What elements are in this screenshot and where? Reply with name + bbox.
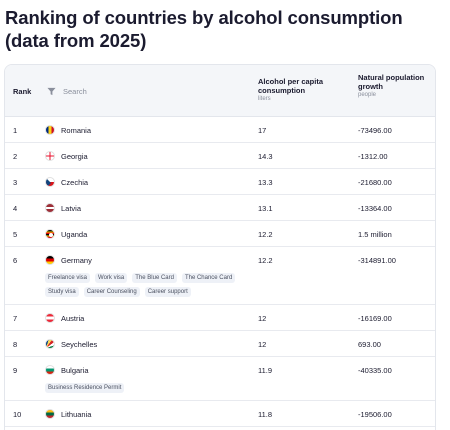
country-name: Germany — [61, 255, 92, 265]
country-cell[interactable]: Germany — [45, 255, 92, 265]
georgia-flag-icon — [45, 151, 55, 161]
country-name: Bulgaria — [61, 365, 89, 375]
alcohol-cell: 12 — [258, 314, 267, 323]
country-name: Romania — [61, 125, 92, 135]
table-header: Rank Alcohol per capita consumption lite… — [5, 65, 435, 117]
rank-cell: 10 — [13, 410, 22, 419]
germany-flag-icon — [45, 255, 55, 265]
growth-cell: -13364.00 — [358, 204, 392, 213]
visa-tags: Freelance visa Work visa The Blue Card T… — [45, 273, 255, 297]
country-cell[interactable]: Bulgaria — [45, 365, 89, 375]
tag-freelance-visa[interactable]: Freelance visa — [45, 273, 91, 283]
growth-header-label: Natural population growth — [358, 73, 425, 91]
alcohol-header-unit: liters — [258, 96, 271, 102]
austria-flag-icon — [45, 313, 55, 323]
growth-header[interactable]: Natural population growth people — [358, 73, 428, 99]
alcohol-cell: 12.2 — [258, 256, 273, 265]
alcohol-cell: 13.1 — [258, 204, 273, 213]
rank-cell: 2 — [13, 152, 18, 161]
czechia-flag-icon — [45, 177, 55, 187]
table-row[interactable]: 5 Uganda 12.2 1.5 million — [5, 221, 435, 247]
tag-work-visa[interactable]: Work visa — [95, 273, 128, 283]
country-name: Latvia — [61, 203, 82, 213]
country-name: Czechia — [61, 177, 89, 187]
country-name: Georgia — [61, 151, 88, 161]
rank-cell: 7 — [13, 314, 18, 323]
rank-cell: 3 — [13, 178, 18, 187]
country-name: Seychelles — [61, 339, 98, 349]
country-cell[interactable]: Austria — [45, 313, 84, 323]
alcohol-cell: 12.2 — [258, 230, 273, 239]
country-name: Austria — [61, 313, 85, 323]
alcohol-cell: 11.8 — [258, 410, 273, 419]
alcohol-header[interactable]: Alcohol per capita consumption liters — [258, 77, 348, 103]
alcohol-cell: 12 — [258, 340, 267, 349]
rank-header[interactable]: Rank — [13, 87, 32, 96]
country-cell[interactable]: Lithuania — [45, 409, 91, 419]
latvia-flag-icon — [45, 203, 55, 213]
growth-header-unit: people — [358, 92, 377, 98]
alcohol-cell: 14.3 — [258, 152, 273, 161]
tag-blue-card[interactable]: The Blue Card — [132, 273, 177, 283]
lithuania-flag-icon — [45, 409, 55, 419]
rank-cell: 1 — [13, 126, 18, 135]
alcohol-cell: 11.9 — [258, 366, 273, 375]
rank-cell: 4 — [13, 204, 18, 213]
growth-cell: -21680.00 — [358, 178, 392, 187]
country-cell[interactable]: Georgia — [45, 151, 88, 161]
table-row[interactable]: 3 Czechia 13.3 -21680.00 — [5, 169, 435, 195]
table-row[interactable]: 4 Latvia 13.1 -13364.00 — [5, 195, 435, 221]
rank-cell: 5 — [13, 230, 18, 239]
ranking-table: Rank Alcohol per capita consumption lite… — [4, 64, 436, 430]
search-input[interactable] — [63, 86, 173, 96]
alcohol-cell: 17 — [258, 126, 267, 135]
rank-cell: 9 — [13, 366, 18, 375]
country-cell[interactable]: Czechia — [45, 177, 88, 187]
country-cell[interactable]: Seychelles — [45, 339, 97, 349]
rank-cell: 8 — [13, 340, 18, 349]
table-row[interactable]: 8 Seychelles 12 693.00 — [5, 331, 435, 357]
table-row[interactable]: 10 Lithuania 11.8 -19506.00 — [5, 401, 435, 427]
growth-cell: -1312.00 — [358, 152, 388, 161]
growth-cell: 1.5 million — [358, 230, 392, 239]
search-box[interactable] — [47, 84, 197, 98]
growth-cell: -314891.00 — [358, 256, 396, 265]
filter-icon[interactable] — [47, 87, 56, 96]
tag-business-residence-permit[interactable]: Business Residence Permit — [45, 383, 125, 393]
tag-career-support[interactable]: Career support — [144, 287, 191, 297]
country-cell[interactable]: Romania — [45, 125, 91, 135]
alcohol-cell: 13.3 — [258, 178, 273, 187]
visa-tags: Business Residence Permit — [45, 383, 255, 393]
table-row[interactable]: 1 Romania 17 -73496.00 — [5, 117, 435, 143]
bulgaria-flag-icon — [45, 365, 55, 375]
growth-cell: -19506.00 — [358, 410, 392, 419]
growth-cell: -40335.00 — [358, 366, 392, 375]
tag-chance-card[interactable]: The Chance Card — [181, 273, 236, 283]
alcohol-header-label: Alcohol per capita consumption — [258, 77, 324, 95]
country-cell[interactable]: Latvia — [45, 203, 81, 213]
seychelles-flag-icon — [45, 339, 55, 349]
table-row[interactable]: 7 Austria 12 -16169.00 — [5, 305, 435, 331]
tag-career-counseling[interactable]: Career Counseling — [83, 287, 140, 297]
growth-cell: 693.00 — [358, 340, 381, 349]
growth-cell: -16169.00 — [358, 314, 392, 323]
country-name: Uganda — [61, 229, 88, 239]
page-title: Ranking of countries by alcohol consumpt… — [5, 7, 403, 51]
romania-flag-icon — [45, 125, 55, 135]
country-name: Lithuania — [61, 409, 92, 419]
country-cell[interactable]: Uganda — [45, 229, 87, 239]
uganda-flag-icon — [45, 229, 55, 239]
table-row[interactable]: 6 Germany 12.2 -314891.00 Freelance visa… — [5, 247, 435, 305]
tag-study-visa[interactable]: Study visa — [45, 287, 79, 297]
rank-cell: 6 — [13, 256, 18, 265]
growth-cell: -73496.00 — [358, 126, 392, 135]
table-row[interactable]: 9 Bulgaria 11.9 -40335.00 Business Resid… — [5, 357, 435, 401]
table-row[interactable]: 2 Georgia 14.3 -1312.00 — [5, 143, 435, 169]
